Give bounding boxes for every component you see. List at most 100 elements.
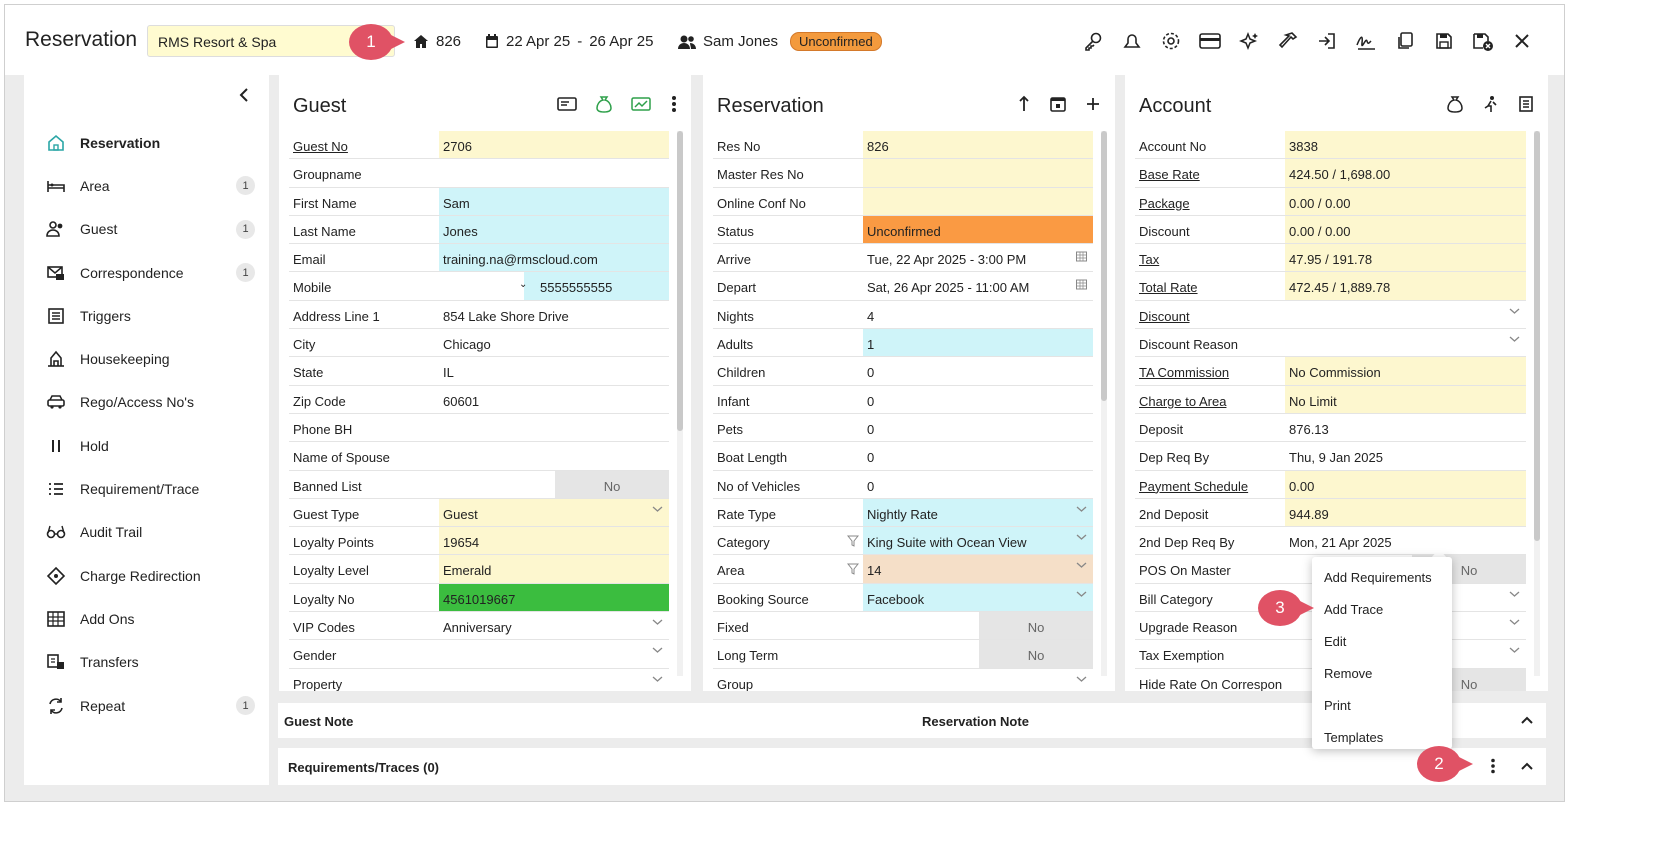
sidebar-item-triggers[interactable]: Triggers (24, 294, 269, 337)
guest-field-gender[interactable] (439, 640, 669, 667)
guest-field-banned-list[interactable]: No (439, 470, 669, 498)
country-code-select[interactable] (439, 272, 524, 300)
upgrade-arrow-icon[interactable] (1017, 95, 1031, 113)
guest-field-state[interactable]: IL (439, 357, 669, 384)
account-field-tax-exemption[interactable] (1285, 640, 1526, 667)
reservation-scrollbar[interactable] (1101, 131, 1107, 676)
account-field-2nd-deposit[interactable]: 944.89 (1285, 498, 1526, 527)
account-field-package[interactable]: 0.00 / 0.00 (1285, 187, 1526, 215)
account-field-dep-req-by[interactable]: Thu, 9 Jan 2025 (1285, 442, 1526, 469)
close-icon[interactable] (1510, 29, 1534, 53)
guest-field-city[interactable]: Chicago (439, 329, 669, 356)
calendar-icon[interactable] (1076, 251, 1087, 262)
reservation-field-long-term[interactable]: No (863, 640, 1093, 668)
sidebar-item-charge-redirection[interactable]: Charge Redirection (24, 554, 269, 597)
menu-item-templates[interactable]: Templates (1324, 730, 1384, 745)
gear-icon[interactable] (1159, 29, 1183, 53)
sidebar-item-add-ons[interactable]: Add Ons (24, 597, 269, 640)
key-icon[interactable] (1081, 29, 1105, 53)
account-field-account-no[interactable]: 3838 (1285, 131, 1526, 159)
menu-item-edit[interactable]: Edit (1324, 634, 1347, 649)
menu-item-print[interactable]: Print (1324, 698, 1351, 713)
account-label-base-rate[interactable]: Base Rate (1139, 167, 1200, 183)
account-field-tax[interactable]: 47.95 / 191.78 (1285, 244, 1526, 272)
reservation-field-status[interactable]: Unconfirmed (863, 215, 1093, 244)
account-field-charge-to-area[interactable]: No Limit (1285, 385, 1526, 413)
guest-field-vip-codes[interactable]: Anniversary (439, 612, 669, 639)
sidebar-item-reservation[interactable]: Reservation (24, 121, 269, 164)
guest-field-loyalty-no[interactable]: 4561019667 (439, 583, 669, 612)
menu-item-add-trace[interactable]: Add Trace (1324, 602, 1384, 617)
guest-field-guest-type[interactable]: Guest (439, 498, 669, 527)
guest-field-loyalty-level[interactable]: Emerald (439, 555, 669, 583)
sparkle-icon[interactable] (1237, 29, 1261, 53)
account-label-payment-schedule[interactable]: Payment Schedule (1139, 478, 1249, 494)
reservation-field-pets[interactable]: 0 (863, 414, 1093, 441)
account-field-discount-reason[interactable] (1285, 329, 1526, 356)
guest-field-zip-code[interactable]: 60601 (439, 386, 669, 413)
account-label-total-rate[interactable]: Total Rate (1139, 280, 1198, 296)
reservation-field-booking-source[interactable]: Facebook (863, 583, 1093, 612)
account-field-ta-commission[interactable]: No Commission (1285, 357, 1526, 385)
guest-note-label[interactable]: Guest Note (284, 714, 354, 729)
plus-icon[interactable] (1085, 95, 1101, 113)
account-field-deposit[interactable]: 876.13 (1285, 414, 1526, 441)
account-label-discount[interactable]: Discount (1139, 308, 1190, 324)
money-bag-icon[interactable] (595, 95, 613, 113)
reservation-field-children[interactable]: 0 (863, 357, 1093, 384)
bell-icon[interactable] (1120, 29, 1144, 53)
guest-field-first-name[interactable]: Sam (439, 187, 669, 215)
guest-label-guest-no[interactable]: Guest No (293, 139, 348, 154)
account-label-tax[interactable]: Tax (1139, 252, 1160, 268)
filter-icon[interactable] (847, 563, 859, 576)
toggle-no[interactable]: No (555, 470, 669, 498)
account-field-payment-schedule[interactable]: 0.00 (1285, 470, 1526, 498)
notes-collapse-icon[interactable] (1520, 713, 1534, 727)
guest-field-loyalty-points[interactable]: 19654 (439, 527, 669, 555)
account-label-package[interactable]: Package (1139, 195, 1190, 211)
guest-field-address-line-1[interactable]: 854 Lake Shore Drive (439, 301, 669, 328)
account-field-upgrade-reason[interactable] (1285, 612, 1526, 639)
menu-item-remove[interactable]: Remove (1324, 666, 1373, 681)
reservation-note-label[interactable]: Reservation Note (922, 714, 1029, 729)
account-label-ta-commission[interactable]: TA Commission (1139, 365, 1230, 381)
calendar-icon[interactable] (1076, 279, 1087, 290)
sidebar-item-correspondence[interactable]: Correspondence 1 (24, 251, 269, 294)
account-field-2nd-dep-req-by[interactable]: Mon, 21 Apr 2025 (1285, 527, 1526, 554)
person-move-icon[interactable] (1482, 95, 1500, 113)
guest-field-groupname[interactable] (439, 159, 669, 186)
account-scrollbar[interactable] (1534, 131, 1540, 676)
property-selector[interactable]: RMS Resort & Spa (147, 25, 395, 57)
id-card-icon[interactable] (557, 95, 577, 113)
save-close-icon[interactable] (1471, 29, 1495, 53)
reservation-field-depart[interactable]: Sat, 26 Apr 2025 - 11:00 AM (863, 272, 1093, 299)
guest-field-mobile[interactable]: ⌄ 5555555555 (439, 272, 669, 300)
guest-more-icon[interactable] (671, 95, 677, 113)
calendar-add-icon[interactable] (1049, 95, 1067, 113)
reservation-field-fixed[interactable]: No (863, 612, 1093, 640)
account-field-bill-category[interactable] (1285, 584, 1526, 611)
account-field-discount[interactable] (1285, 301, 1526, 328)
collapse-sidebar-icon[interactable] (239, 87, 249, 103)
guest-field-name-of-spouse[interactable] (439, 442, 669, 469)
check-in-icon[interactable] (1315, 29, 1339, 53)
reservation-field-master-res-no[interactable] (863, 159, 1093, 187)
requirements-more-icon[interactable] (1490, 758, 1496, 774)
save-icon[interactable] (1432, 29, 1456, 53)
guest-field-last-name[interactable]: Jones (439, 215, 669, 244)
reservation-field-group[interactable] (863, 669, 1093, 691)
reservation-field-res-no[interactable]: 826 (863, 131, 1093, 159)
reservation-field-category[interactable]: King Suite with Ocean View (863, 527, 1093, 555)
toggle-no[interactable]: No (979, 640, 1093, 668)
reservation-field-adults[interactable]: 1 (863, 329, 1093, 357)
reservation-field-no-of-vehicles[interactable]: 0 (863, 471, 1093, 498)
sidebar-item-requirement-trace[interactable]: Requirement/Trace (24, 467, 269, 510)
toggle-no[interactable]: No (979, 612, 1093, 640)
guest-field-guest-no[interactable]: 2706 (439, 131, 669, 159)
filter-icon[interactable] (847, 535, 859, 547)
copy-icon[interactable] (1393, 29, 1417, 53)
reservation-field-nights[interactable]: 4 (863, 301, 1093, 328)
reservation-field-boat-length[interactable]: 0 (863, 442, 1093, 469)
account-field-base-rate[interactable]: 424.50 / 1,698.00 (1285, 159, 1526, 187)
sidebar-item-hold[interactable]: Hold (24, 424, 269, 467)
